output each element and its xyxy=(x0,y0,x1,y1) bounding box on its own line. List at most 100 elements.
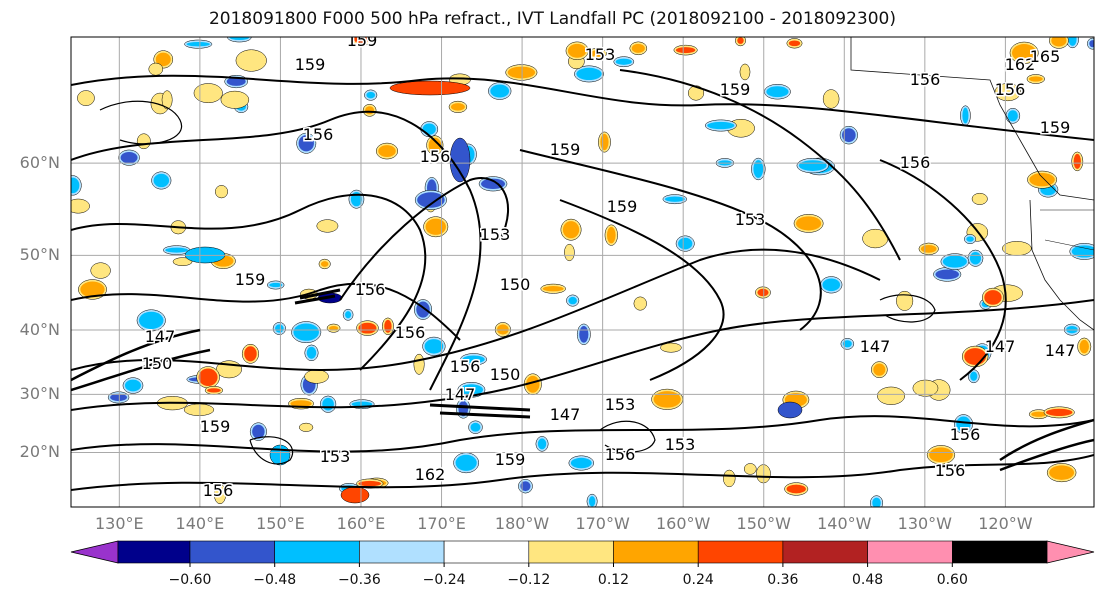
contour-label: 156 xyxy=(303,125,334,144)
colorbar-tick-label: 0.24 xyxy=(682,572,714,588)
shade-patch xyxy=(424,339,444,354)
shade-patch xyxy=(481,178,506,190)
shade-patch xyxy=(942,255,967,268)
shade-patch xyxy=(110,393,127,402)
shade-patch xyxy=(984,290,1002,305)
shade-patch xyxy=(962,107,969,124)
lon-label: 140°W xyxy=(817,514,872,533)
map-plot-area: 1591591561591591591591561621651561531501… xyxy=(70,36,1095,508)
shade-patch xyxy=(1004,243,1030,254)
contour-label: 150 xyxy=(490,365,521,384)
shade-patch xyxy=(1079,339,1089,354)
colorbar xyxy=(70,540,1095,567)
shade-patch xyxy=(222,93,247,107)
shade-patch xyxy=(795,216,822,231)
shade-patch xyxy=(306,371,327,382)
colorbar-swatch xyxy=(274,540,360,564)
shade-patch xyxy=(462,355,485,364)
shade-patch xyxy=(1011,44,1037,62)
shade-patch xyxy=(786,484,806,494)
shade-patch xyxy=(449,137,471,183)
lon-label: 130°W xyxy=(897,514,952,533)
shade-patch xyxy=(365,106,375,115)
shade-patch xyxy=(996,85,1019,99)
shade-patch xyxy=(898,293,911,309)
contour-label: 147 xyxy=(1045,341,1076,360)
shade-patch xyxy=(872,497,881,507)
colorbar-extend-high xyxy=(1046,540,1095,564)
shade-patch xyxy=(974,195,986,203)
shade-patch xyxy=(71,177,80,194)
shade-patch xyxy=(1051,37,1067,47)
contour-label: 156 xyxy=(420,147,451,166)
shade-patch xyxy=(935,269,959,280)
shade-patch xyxy=(306,346,317,359)
shade-patch xyxy=(92,264,109,277)
colorbar-tick-label: −0.48 xyxy=(253,572,297,588)
shade-patch xyxy=(174,259,191,264)
shade-patch xyxy=(428,137,442,153)
shade-patch xyxy=(366,91,376,99)
colorbar-tick-label: 0.12 xyxy=(597,572,630,588)
shade-patch xyxy=(964,348,987,365)
contour-label: 159 xyxy=(295,55,326,74)
shade-patch xyxy=(378,145,396,158)
contour-label: 162 xyxy=(415,465,446,484)
shade-patch xyxy=(198,368,218,387)
lon-label: 130°E xyxy=(95,514,144,533)
shade-patch xyxy=(455,454,477,471)
shade-patch xyxy=(864,231,886,246)
shade-patch xyxy=(163,92,171,108)
shade-patch xyxy=(358,322,377,334)
shade-patch xyxy=(842,128,856,143)
contour-label: 153 xyxy=(585,45,616,64)
shade-patch xyxy=(725,471,734,485)
shade-patch xyxy=(79,92,93,104)
shade-patch xyxy=(120,151,138,164)
shade-patch xyxy=(1071,245,1094,258)
shade-patch xyxy=(237,51,265,70)
contour-label: 159 xyxy=(235,270,266,289)
colorbar-tick-label: −0.24 xyxy=(422,572,466,588)
colorbar-swatch xyxy=(782,540,868,564)
lat-label: 20°N xyxy=(19,442,60,462)
colorbar-swatch xyxy=(951,540,1048,564)
shade-patch xyxy=(570,457,592,469)
lon-label: 180°W xyxy=(494,514,550,533)
colorbar-swatch xyxy=(528,540,614,564)
shade-patch xyxy=(358,480,382,487)
lat-label: 30°N xyxy=(19,384,60,404)
colorbar-tick-label: 0.36 xyxy=(767,572,799,588)
shade-patch xyxy=(606,226,616,244)
colorbar-tick-label: −0.12 xyxy=(507,572,551,588)
lat-label: 50°N xyxy=(19,245,60,265)
contour-label: 153 xyxy=(605,395,636,414)
shade-patch xyxy=(662,344,680,351)
shade-patch xyxy=(690,87,702,99)
shade-patch xyxy=(873,363,886,376)
shade-patch xyxy=(507,66,536,79)
height-contours xyxy=(71,69,1094,491)
shade-patch xyxy=(425,218,446,235)
contour-label: 159 xyxy=(607,197,638,216)
shade-patch xyxy=(389,80,471,96)
shade-patch xyxy=(757,288,769,297)
shade-patch xyxy=(186,405,212,414)
colorbar-swatch xyxy=(613,540,699,564)
shade-patch xyxy=(322,397,334,411)
contour-label: 147 xyxy=(550,405,581,424)
colorbar-swatch xyxy=(443,540,530,564)
contour-label: 156 xyxy=(900,153,931,172)
contour-label: 159 xyxy=(495,450,526,469)
shade-patch xyxy=(741,65,749,79)
shade-patch xyxy=(329,325,339,331)
shade-patch xyxy=(631,43,645,53)
contour-label: 147 xyxy=(860,337,891,356)
contour-label: 156 xyxy=(355,280,386,299)
contour-label: 153 xyxy=(480,225,511,244)
contour-label: 153 xyxy=(320,447,351,466)
shade-patch xyxy=(71,201,88,212)
colorbar-tick-label: 0.60 xyxy=(936,572,968,588)
shade-patch xyxy=(124,379,142,392)
